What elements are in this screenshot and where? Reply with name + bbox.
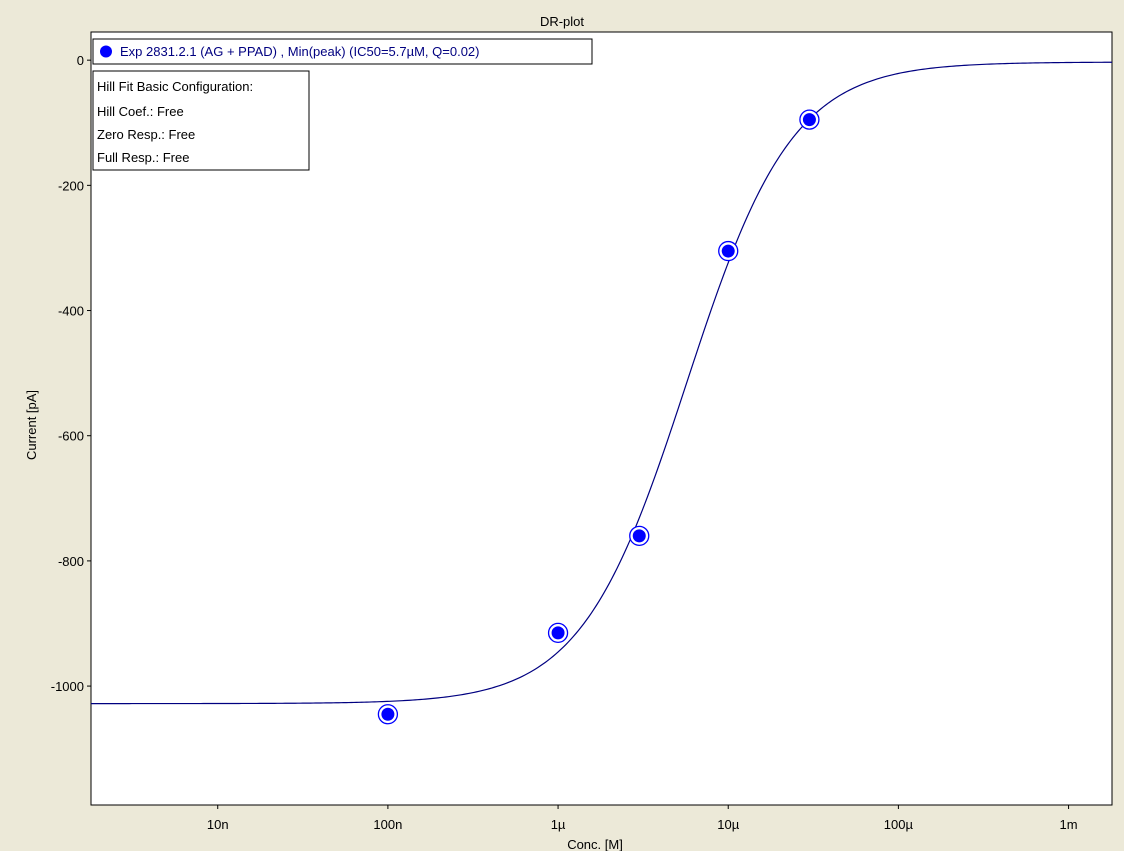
data-point-dot (381, 707, 395, 721)
y-tick-label: -600 (58, 429, 84, 444)
fit-config-line: Full Resp.: Free (97, 150, 189, 165)
data-point-dot (721, 244, 735, 258)
x-tick-label: 100n (373, 817, 402, 832)
legend-marker-icon (100, 45, 112, 58)
x-tick-label: 1m (1060, 817, 1078, 832)
y-tick-label: -800 (58, 554, 84, 569)
fit-config-annotation: Hill Fit Basic Configuration: Hill Coef.… (92, 70, 310, 171)
data-points (377, 109, 820, 725)
fit-config-box (92, 70, 310, 171)
x-tick-label: 1µ (551, 817, 566, 832)
y-axis: 0 -200 -400 -600 -800 -1000 (51, 53, 91, 694)
data-point[interactable] (629, 525, 650, 547)
data-point-dot (551, 626, 565, 640)
x-axis-label: Conc. [M] (567, 837, 623, 851)
x-tick-label: 10n (207, 817, 229, 832)
y-tick-label: -1000 (51, 679, 84, 694)
y-axis-label: Current [pA] (24, 390, 39, 460)
legend-series-label: Exp 2831.2.1 (AG + PPAD) , Min(peak) (IC… (120, 44, 480, 59)
legend-box (92, 38, 593, 65)
data-point-dot (632, 529, 646, 543)
y-tick-label: -400 (58, 304, 84, 319)
fit-config-line: Hill Coef.: Free (97, 104, 184, 119)
x-tick-label: 100µ (884, 817, 914, 832)
fit-config-line: Zero Resp.: Free (97, 127, 195, 142)
y-tick-label: 0 (77, 53, 84, 68)
data-point[interactable] (547, 622, 569, 644)
chart-title: DR-plot (540, 14, 584, 29)
legend: Exp 2831.2.1 (AG + PPAD) , Min(peak) (IC… (92, 38, 593, 65)
y-tick-label: -200 (58, 178, 84, 193)
x-tick-label: 10µ (717, 817, 739, 832)
fit-config-line: Hill Fit Basic Configuration: (97, 79, 253, 94)
data-point-dot (802, 113, 816, 127)
data-point[interactable] (718, 240, 739, 262)
x-axis: 10n 100n 1µ 10µ 100µ 1m (207, 805, 1078, 832)
data-point[interactable] (377, 704, 399, 725)
data-point[interactable] (799, 109, 820, 130)
hill-fit-curve (91, 61, 1113, 705)
